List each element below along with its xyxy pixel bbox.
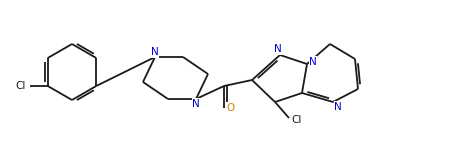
Text: O: O bbox=[226, 103, 234, 113]
Text: N: N bbox=[192, 99, 200, 109]
Text: N: N bbox=[274, 44, 282, 54]
Text: N: N bbox=[334, 102, 342, 112]
Text: Cl: Cl bbox=[16, 81, 26, 91]
Text: Cl: Cl bbox=[292, 115, 302, 125]
Text: N: N bbox=[309, 57, 317, 67]
Text: N: N bbox=[151, 47, 159, 57]
